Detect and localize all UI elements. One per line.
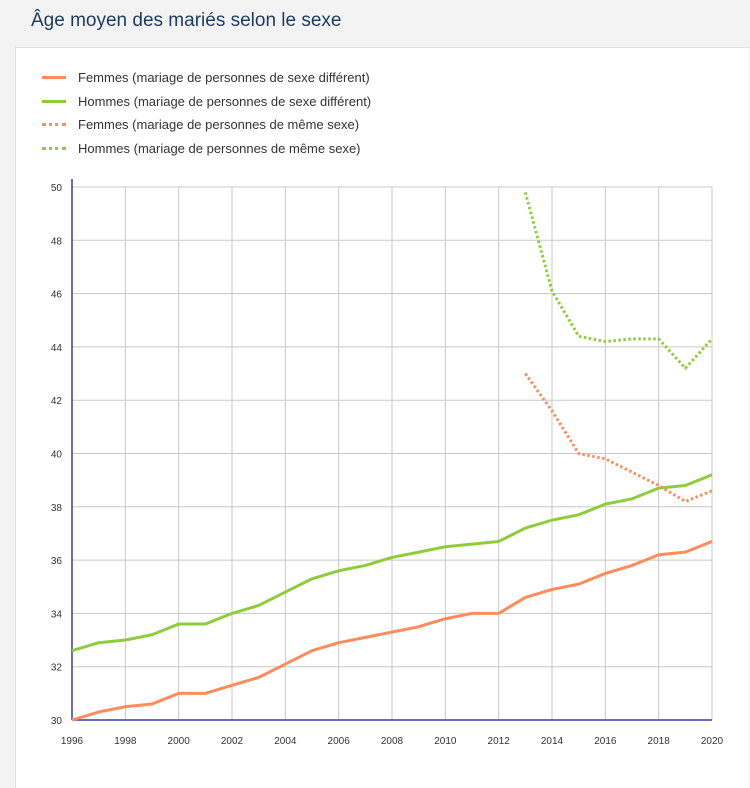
legend-label: Hommes (mariage de personnes de même sex… [78,140,361,156]
chart-panel [15,47,749,788]
y-tick-label: 40 [51,450,63,461]
legend-swatch [42,99,66,103]
x-tick-label: 2002 [221,736,244,747]
y-tick-label: 44 [51,343,63,354]
x-tick-label: 2010 [434,736,457,747]
legend-swatch [42,146,66,150]
legend-label: Femmes (mariage de personnes de même sex… [78,117,360,133]
x-tick-label: 2018 [648,736,671,747]
x-tick-label: 2008 [381,736,404,747]
legend-label: Hommes (mariage de personnes de sexe dif… [78,93,372,109]
x-tick-label: 2004 [274,736,297,747]
legend: Femmes (mariage de personnes de sexe dif… [42,66,371,160]
x-tick-label: 2016 [594,736,617,747]
y-tick-label: 30 [51,716,63,727]
series-line [524,372,713,503]
legend-swatch [42,76,66,80]
x-tick-label: 2020 [701,736,724,747]
y-tick-label: 48 [51,236,63,247]
y-tick-label: 32 [51,663,63,674]
legend-item: Femmes (mariage de personnes de même sex… [42,113,371,137]
series-line [523,191,714,370]
page-title: Âge moyen des mariés selon le sexe [31,10,342,31]
legend-item: Hommes (mariage de personnes de sexe dif… [42,90,371,114]
legend-swatch [42,123,66,127]
x-tick-label: 1996 [61,736,84,747]
legend-item: Femmes (mariage de personnes de sexe dif… [42,66,371,90]
x-tick-label: 2000 [168,736,191,747]
x-tick-label: 1998 [114,736,137,747]
y-tick-label: 38 [51,503,63,514]
legend-label: Femmes (mariage de personnes de sexe dif… [78,70,370,86]
header: Âge moyen des mariés selon le sexe [0,0,750,46]
y-tick-label: 36 [51,556,63,567]
y-tick-label: 42 [51,396,63,407]
y-tick-label: 50 [51,183,63,194]
x-tick-label: 2014 [541,736,564,747]
series-line [71,540,713,722]
x-tick-label: 2012 [488,736,511,747]
series-line [71,473,713,653]
y-tick-label: 34 [51,609,63,620]
legend-item: Hommes (mariage de personnes de même sex… [42,137,371,161]
x-tick-label: 2006 [328,736,351,747]
y-tick-label: 46 [51,290,63,301]
